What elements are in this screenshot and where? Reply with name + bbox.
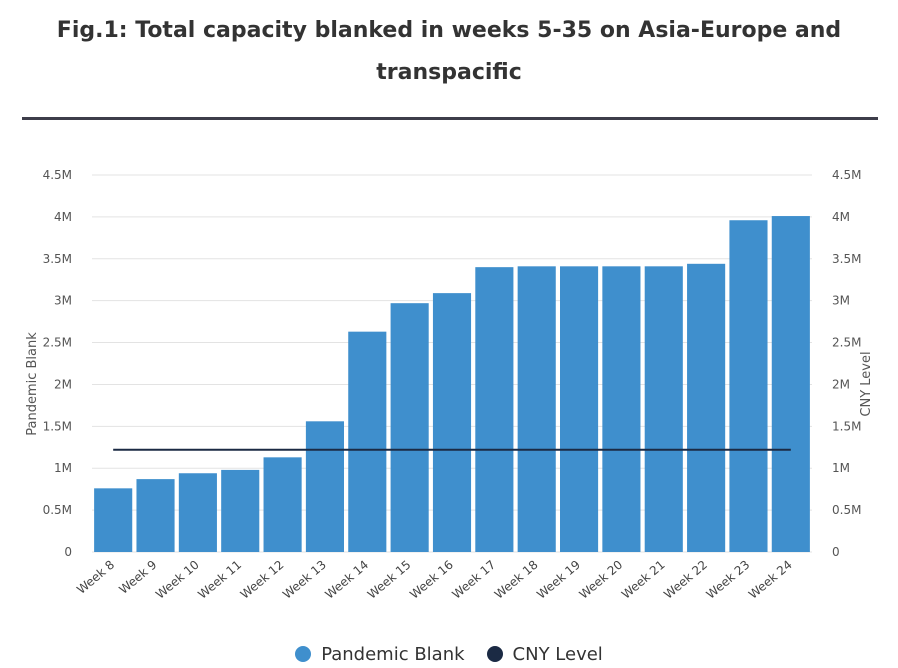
category-label: Week 23 xyxy=(704,558,753,602)
legend-label-pandemic-blank: Pandemic Blank xyxy=(321,643,465,665)
bar-week-18[interactable] xyxy=(517,266,556,552)
category-label: Week 16 xyxy=(407,558,456,602)
left-tick-label: 0 xyxy=(64,545,72,559)
left-tick-label: 0.5M xyxy=(43,503,72,517)
category-label: Week 24 xyxy=(746,558,795,602)
bar-week-17[interactable] xyxy=(475,267,514,552)
legend: Pandemic Blank CNY Level xyxy=(0,640,898,668)
right-tick-label: 3.5M xyxy=(832,252,861,266)
left-tick-label: 4M xyxy=(54,210,72,224)
bar-week-15[interactable] xyxy=(390,303,429,552)
right-tick-label: 1M xyxy=(832,461,850,475)
left-tick-label: 3M xyxy=(54,294,72,308)
left-tick-label: 2.5M xyxy=(43,336,72,350)
category-label: Week 13 xyxy=(280,558,329,602)
bar-week-23[interactable] xyxy=(729,220,768,553)
category-label: Week 14 xyxy=(322,558,371,602)
legend-label-cny-level: CNY Level xyxy=(512,643,603,665)
right-tick-label: 4.5M xyxy=(832,168,861,182)
bar-week-12[interactable] xyxy=(263,457,302,552)
chart-plot: 0 0.5M 1M 1.5M 2M 2.5M 3M 3.5M 4M 4.5M 0 0.5M 1M 1.5… xyxy=(25,168,874,602)
left-tick-label: 1.5M xyxy=(43,419,72,433)
right-axis-title: CNY Level xyxy=(859,351,874,416)
left-axis-title: Pandemic Blank xyxy=(25,332,40,436)
right-tick-label: 4M xyxy=(832,210,850,224)
left-tick-label: 1M xyxy=(54,461,72,475)
right-tick-label: 2.5M xyxy=(832,336,861,350)
bar-series-pandemic-blank xyxy=(94,216,810,553)
left-tick-label: 3.5M xyxy=(43,252,72,266)
category-label: Week 11 xyxy=(195,558,244,602)
legend-swatch-cny-level xyxy=(486,646,503,662)
bar-week-19[interactable] xyxy=(560,266,599,552)
bar-week-22[interactable] xyxy=(687,263,726,552)
category-label: Week 17 xyxy=(449,558,498,602)
right-tick-label: 0.5M xyxy=(832,503,861,517)
category-label: Week 15 xyxy=(365,558,414,602)
bar-week-13[interactable] xyxy=(305,421,344,552)
right-tick-label: 3M xyxy=(832,294,850,308)
left-axis-ticks: 0 0.5M 1M 1.5M 2M 2.5M 3M 3.5M 4M 4.5M xyxy=(43,168,72,559)
chart-title: Fig.1: Total capacity blanked in weeks 5… xyxy=(56,18,842,85)
bar-week-21[interactable] xyxy=(644,266,683,552)
category-label: Week 19 xyxy=(534,558,583,602)
bar-week-11[interactable] xyxy=(221,469,260,552)
category-label: Week 20 xyxy=(577,558,626,602)
left-tick-label: 4.5M xyxy=(43,168,72,182)
right-tick-label: 2M xyxy=(832,377,850,391)
bar-week-16[interactable] xyxy=(432,293,472,552)
category-label: Week 21 xyxy=(619,558,668,602)
right-tick-label: 0 xyxy=(832,545,840,559)
category-label: Week 8 xyxy=(74,558,117,597)
left-tick-label: 2M xyxy=(54,377,72,391)
bar-week-10[interactable] xyxy=(178,473,217,552)
category-label: Week 22 xyxy=(661,558,710,602)
bar-week-9[interactable] xyxy=(136,479,175,552)
bar-week-14[interactable] xyxy=(348,331,387,552)
bar-week-24[interactable] xyxy=(771,216,810,552)
legend-item-pandemic-blank[interactable]: Pandemic Blank xyxy=(295,643,465,665)
legend-swatch-pandemic-blank xyxy=(295,646,312,662)
bar-week-20[interactable] xyxy=(602,266,641,552)
bar-week-8[interactable] xyxy=(94,488,133,552)
category-label: Week 10 xyxy=(153,558,202,602)
title-divider xyxy=(22,117,878,120)
right-tick-label: 1.5M xyxy=(832,419,861,433)
category-label: Week 18 xyxy=(492,558,541,602)
category-label: Week 12 xyxy=(238,558,287,602)
legend-item-cny-level[interactable]: CNY Level xyxy=(486,643,603,665)
right-axis-ticks: 0 0.5M 1M 1.5M 2M 2.5M 3M 3.5M 4M 4.5M xyxy=(832,168,861,559)
